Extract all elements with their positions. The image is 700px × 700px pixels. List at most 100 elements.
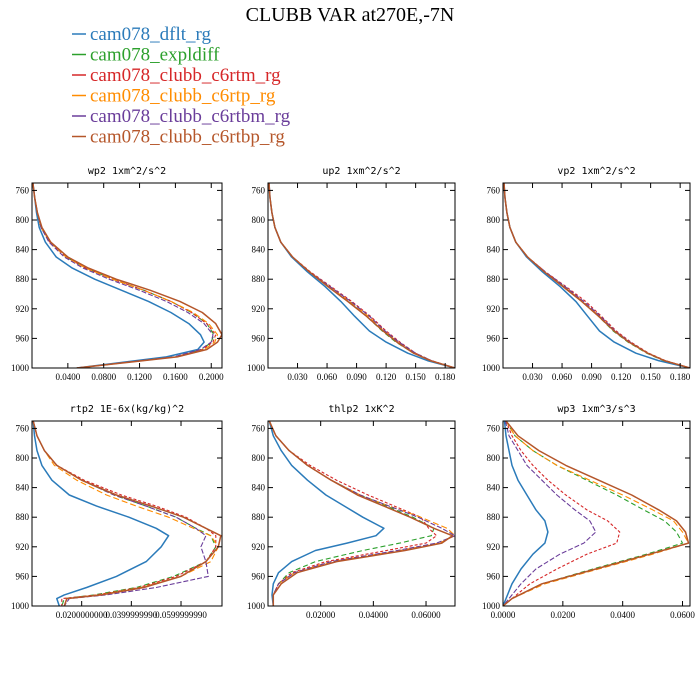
y-tick-label: 880 <box>487 512 501 522</box>
y-tick-label: 840 <box>487 483 501 493</box>
x-tick-label: 0.060 <box>552 372 573 382</box>
legend-entry: cam078_dflt_rg <box>72 24 212 45</box>
series-line-cam078_clubb_c6rtp_rg <box>268 183 455 368</box>
series-line-cam078_clubb_c6rtbm_rg <box>503 421 597 606</box>
y-tick-label: 760 <box>252 423 266 433</box>
legend-label: cam078_clubb_c6rtbm_rg <box>90 106 291 127</box>
plot-frame <box>502 420 691 607</box>
series-line-cam078_clubb_c6rtbp_rg <box>503 421 690 606</box>
x-tick-label: 0.0400 <box>610 610 635 620</box>
series-line-cam078_clubb_c6rtbp_rg <box>503 183 690 368</box>
y-tick-label: 880 <box>487 274 501 284</box>
y-tick-label: 840 <box>16 245 30 255</box>
series-line-cam078_clubb_c6rtm_rg <box>503 421 621 606</box>
x-tick-label: 0.0200000000 <box>56 610 108 620</box>
y-tick-label: 960 <box>252 571 266 581</box>
x-tick-label: 0.030 <box>287 372 308 382</box>
series-line-cam078_clubb_c6rtbm_rg <box>268 183 455 368</box>
legend-entry: cam078_clubb_c6rtbm_rg <box>72 106 291 127</box>
x-tick-label: 0.1600 <box>163 372 188 382</box>
y-tick-label: 800 <box>16 215 30 225</box>
y-tick-label: 760 <box>16 423 30 433</box>
y-tick-label: 960 <box>252 333 266 343</box>
y-tick-label: 760 <box>487 423 501 433</box>
series-line-cam078_expldiff <box>32 421 217 606</box>
panel-4: rtp2 1E-6x(kg/kg)^2 760 800 840 880 920 960 100… <box>11 404 223 620</box>
x-tick-label: 0.090 <box>581 372 602 382</box>
y-tick-label: 800 <box>487 453 501 463</box>
y-tick-label: 800 <box>487 215 501 225</box>
series-line-cam078_clubb_c6rtm_rg <box>32 421 217 606</box>
series-line-cam078_clubb_c6rtbp_rg <box>32 421 222 606</box>
series-line-cam078_clubb_c6rtm_rg <box>503 183 690 368</box>
panel-title: wp2 1xm^2/s^2 <box>88 166 166 177</box>
plot-frame <box>31 182 223 369</box>
y-tick-label: 800 <box>16 453 30 463</box>
legend-entry: cam078_clubb_c6rtbp_rg <box>72 127 285 148</box>
y-tick-label: 760 <box>16 185 30 195</box>
panel-1: wp2 1xm^2/s^2 760 800 840 880 920 960 1000 0.040… <box>11 166 224 382</box>
panel-title: up2 1xm^2/s^2 <box>322 166 400 177</box>
x-tick-label: 0.02000 <box>306 610 336 620</box>
y-tick-label: 920 <box>16 542 30 552</box>
series-line-cam078_dflt_rg <box>268 183 455 368</box>
y-tick-label: 960 <box>487 571 501 581</box>
y-tick-label: 1000 <box>11 363 30 373</box>
series-line-cam078_dflt_rg <box>32 421 170 606</box>
y-tick-label: 1000 <box>482 363 501 373</box>
x-tick-label: 0.0400 <box>55 372 80 382</box>
x-tick-label: 0.0399999990 <box>105 610 157 620</box>
y-tick-label: 1000 <box>247 601 266 611</box>
x-tick-label: 0.120 <box>611 372 632 382</box>
legend-entry: cam078_expldiff <box>72 45 220 66</box>
x-tick-label: 0.06000 <box>411 610 441 620</box>
series-line-cam078_clubb_c6rtp_rg <box>32 421 219 606</box>
series-group <box>32 183 222 368</box>
series-group <box>32 421 222 606</box>
plot-frame <box>267 182 456 369</box>
legend-label: cam078_expldiff <box>90 45 220 66</box>
x-tick-label: 0.0600 <box>670 610 695 620</box>
series-line-cam078_clubb_c6rtbm_rg <box>32 421 209 606</box>
y-tick-label: 800 <box>252 453 266 463</box>
y-tick-label: 840 <box>252 245 266 255</box>
x-tick-label: 0.030 <box>522 372 543 382</box>
series-line-cam078_expldiff <box>268 183 455 368</box>
figure-title: CLUBB VAR at270E,-7N <box>246 4 455 26</box>
series-line-cam078_clubb_c6rtp_rg <box>268 421 455 606</box>
x-tick-label: 0.060 <box>317 372 338 382</box>
series-line-cam078_dflt_rg <box>268 421 385 606</box>
series-line-cam078_clubb_c6rtbm_rg <box>503 183 690 368</box>
x-tick-label: 0.1200 <box>127 372 152 382</box>
series-line-cam078_expldiff <box>32 183 215 368</box>
series-line-cam078_clubb_c6rtp_rg <box>503 421 690 606</box>
x-tick-label: 0.0000 <box>491 610 516 620</box>
legend-label: cam078_clubb_c6rtm_rg <box>90 65 281 86</box>
legend-label: cam078_clubb_c6rtbp_rg <box>90 127 285 148</box>
x-tick-label: 0.0800 <box>91 372 116 382</box>
panel-title: thlp2 1xK^2 <box>328 404 394 415</box>
legend-label: cam078_dflt_rg <box>90 24 212 45</box>
x-tick-label: 0.150 <box>641 372 662 382</box>
series-group <box>503 183 690 368</box>
panels: wp2 1xm^2/s^2 760 800 840 880 920 960 1000 0.040… <box>11 166 695 620</box>
plot-frame <box>502 182 691 369</box>
series-group <box>268 421 455 606</box>
series-line-cam078_clubb_c6rtbm_rg <box>268 421 455 606</box>
x-tick-label: 0.150 <box>406 372 427 382</box>
panel-title: wp3 1xm^3/s^3 <box>557 404 635 415</box>
y-tick-label: 920 <box>487 304 501 314</box>
legend: cam078_dflt_rgcam078_expldiffcam078_club… <box>72 24 291 148</box>
series-line-cam078_clubb_c6rtp_rg <box>503 183 690 368</box>
series-line-cam078_clubb_c6rtm_rg <box>268 421 438 606</box>
series-line-cam078_clubb_c6rtbp_rg <box>268 183 455 368</box>
y-tick-label: 1000 <box>247 363 266 373</box>
x-tick-label: 0.04000 <box>359 610 389 620</box>
legend-label: cam078_clubb_c6rtp_rg <box>90 86 276 107</box>
series-line-cam078_clubb_c6rtm_rg <box>268 183 455 368</box>
x-tick-label: 0.090 <box>346 372 367 382</box>
y-tick-label: 840 <box>487 245 501 255</box>
series-line-cam078_dflt_rg <box>503 183 690 368</box>
panel-2: up2 1xm^2/s^2 760 800 840 880 920 960 1000 0.030… <box>247 166 456 382</box>
